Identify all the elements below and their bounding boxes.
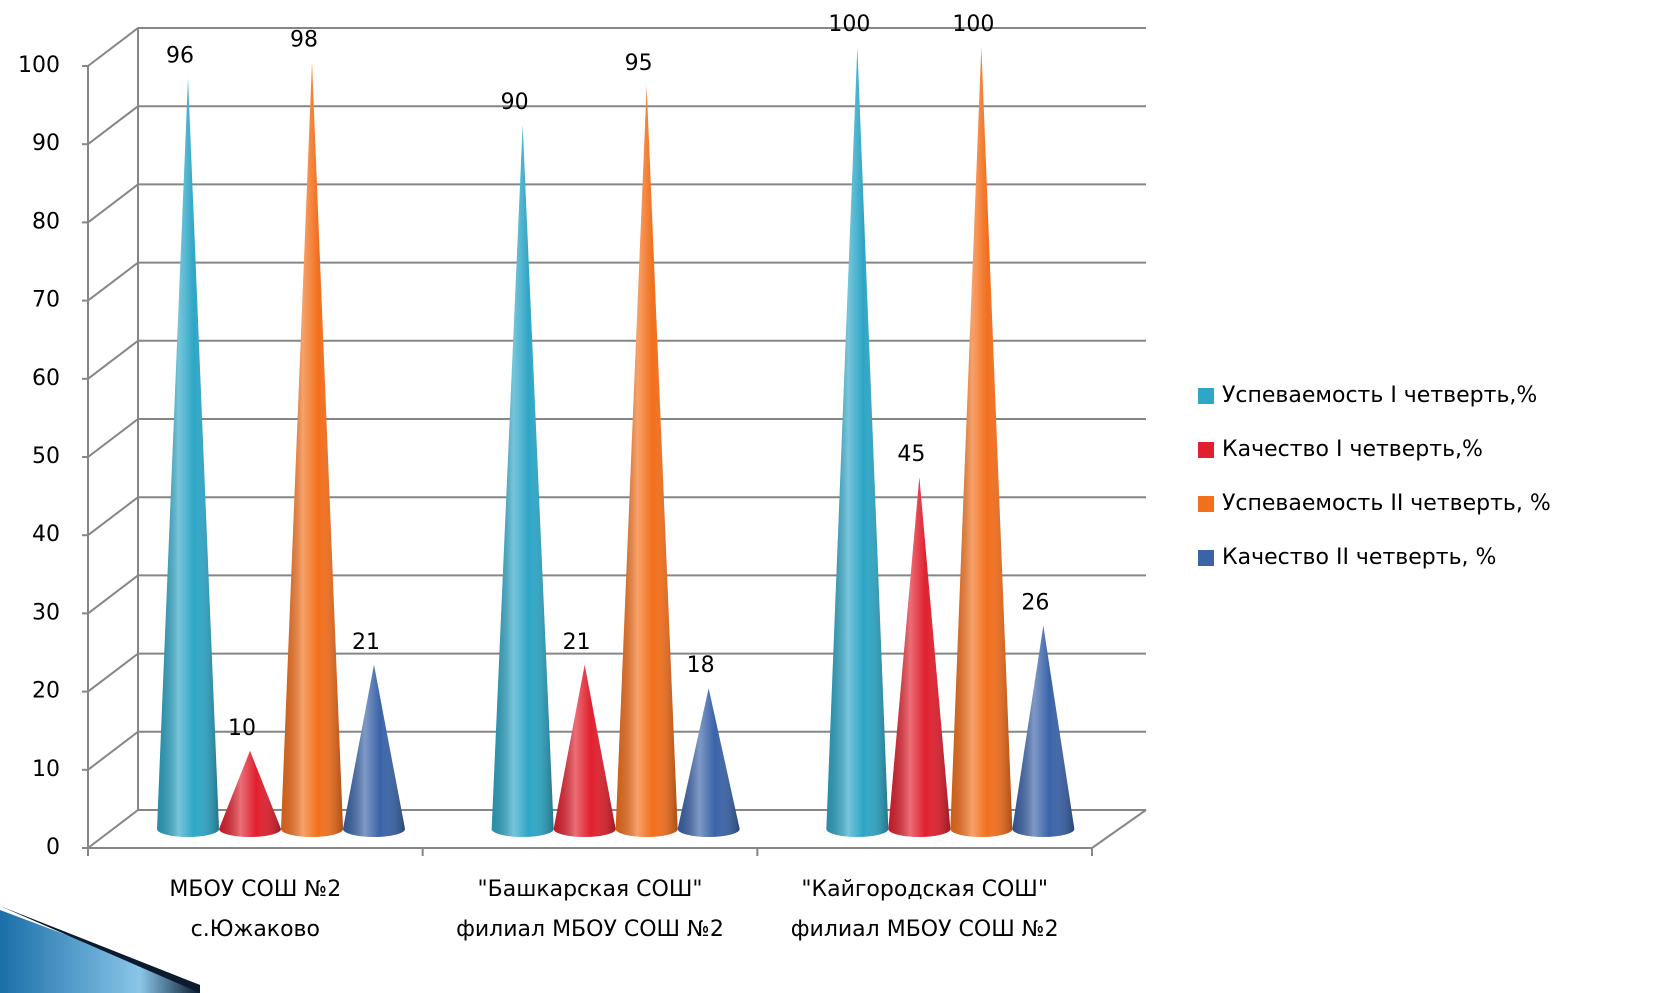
x-tick-label: "Кайгородская СОШ": [801, 877, 1048, 902]
data-label: 100: [952, 12, 994, 37]
legend-swatch: [1198, 442, 1214, 458]
y-tick-label: 70: [32, 288, 60, 313]
grid-line: [87, 105, 1146, 145]
legend-swatch: [1198, 496, 1214, 512]
cone-shade: [157, 78, 219, 837]
legend-swatch: [1198, 388, 1214, 404]
legend-label: Качество I четверть,%: [1222, 437, 1483, 462]
grid-line: [87, 27, 1146, 67]
cone-shade: [553, 664, 616, 837]
cone-shade: [615, 86, 678, 838]
data-label: 18: [687, 653, 715, 678]
cone-shade: [1012, 625, 1075, 837]
grid-line: [87, 261, 1146, 302]
decor-arrow: [0, 910, 200, 993]
cone-shade: [888, 477, 951, 837]
x-tick-label: филиал МБОУ СОШ №2: [456, 917, 724, 942]
y-tick-label: 80: [32, 209, 60, 234]
data-label: 96: [166, 43, 194, 68]
x-tick-label: "Башкарская СОШ": [478, 877, 703, 902]
grid-line: [87, 418, 1146, 458]
data-label: 21: [563, 630, 591, 655]
grid-line: [87, 183, 1146, 224]
grid-line: [87, 652, 1146, 693]
data-label: 21: [352, 630, 380, 655]
grid-line: [87, 496, 1146, 536]
y-tick-label: 30: [32, 600, 60, 625]
grid-line: [87, 574, 1146, 615]
x-tick-label: МБОУ СОШ №2: [169, 877, 341, 902]
legend-label: Успеваемость II четверть, %: [1222, 491, 1551, 516]
cone-shade: [343, 664, 405, 837]
cone-shade: [677, 688, 740, 837]
legend-swatch: [1198, 550, 1214, 566]
legend-label: Качество II четверть, %: [1222, 545, 1496, 570]
cone-shade: [950, 47, 1013, 837]
x-tick-label: филиал МБОУ СОШ №2: [791, 917, 1059, 942]
legend-label: Успеваемость I четверть,%: [1222, 383, 1537, 408]
cone-shade: [219, 750, 281, 837]
data-label: 45: [897, 442, 925, 467]
y-tick-label: 90: [32, 131, 60, 156]
data-label: 95: [625, 51, 653, 76]
y-tick-label: 0: [46, 835, 60, 860]
y-tick-label: 100: [18, 53, 60, 78]
y-tick-label: 10: [32, 757, 60, 782]
y-tick-label: 40: [32, 522, 60, 547]
data-label: 90: [501, 90, 529, 115]
data-label: 100: [828, 12, 870, 37]
y-tick-label: 20: [32, 679, 60, 704]
y-tick-label: 60: [32, 366, 60, 391]
grid-line: [87, 730, 1146, 771]
y-tick-label: 50: [32, 444, 60, 469]
data-label: 26: [1021, 591, 1049, 616]
cone-shade: [281, 62, 343, 837]
data-label: 10: [228, 716, 256, 741]
grid-line: [87, 339, 1146, 380]
x-tick-label: с.Южаково: [191, 917, 320, 942]
cone-shade: [491, 125, 554, 838]
decor-arrow-edge: [0, 906, 200, 993]
data-label: 98: [290, 28, 318, 53]
cone-shade: [826, 47, 889, 837]
grid-line: [87, 809, 1146, 849]
